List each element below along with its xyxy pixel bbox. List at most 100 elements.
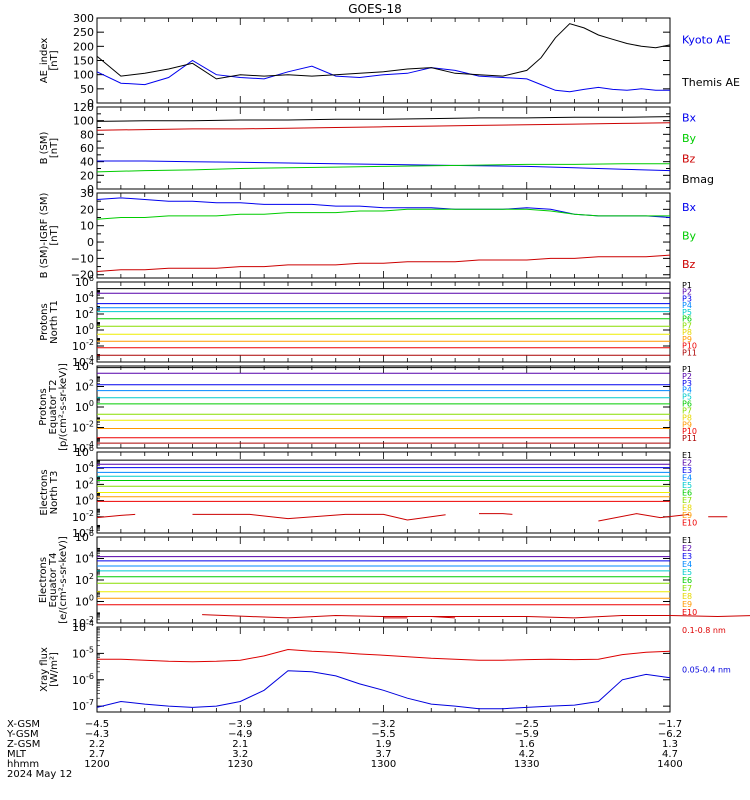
y-axis-label: [nT]	[49, 225, 60, 245]
series-line-by	[96, 208, 670, 220]
legend-entry: P4	[682, 386, 692, 395]
y-tick-label: 20	[80, 203, 94, 216]
y-tick-label: 104	[75, 290, 94, 305]
legend-entry: E4	[682, 474, 692, 483]
legend-entry: E10	[682, 519, 697, 528]
ephemeris-value: 1330	[514, 759, 539, 770]
series-line-0-1-0-8-nm	[97, 648, 671, 663]
legend-entry: P6	[682, 400, 692, 409]
ephemeris-value: 1.6	[519, 739, 535, 750]
legend-entry: P4	[682, 301, 692, 310]
y-axis-label: Electrons	[38, 557, 49, 603]
ephemeris-value: −5.5	[371, 729, 395, 740]
y-tick-label: 150	[73, 55, 94, 68]
legend-entry: P1	[682, 281, 692, 290]
y-tick-label: 104	[75, 460, 94, 475]
y-axis-label: [e/(cm²-s-sr-keV)]	[58, 536, 69, 624]
y-tick-label: 10-2	[72, 338, 94, 353]
series-line-by	[96, 163, 670, 173]
ephemeris-value: 2.2	[89, 739, 105, 750]
legend-entry: P7	[682, 406, 692, 415]
ephemeris-value: 1400	[657, 759, 682, 770]
legend-entry: Bz	[682, 152, 696, 165]
legend-entry: P1	[682, 365, 692, 374]
y-tick-label: 100	[73, 69, 94, 82]
legend-entry: P11	[682, 348, 697, 357]
series-line-0-05-0-4-nm	[96, 670, 671, 710]
series-segment-e10	[479, 513, 513, 515]
ephemeris-value: 4.2	[519, 749, 535, 760]
series-segment-e10	[96, 513, 136, 519]
legend-entry: Bmag	[682, 173, 714, 186]
legend-entry: P8	[682, 328, 692, 337]
y-axis-label: [nT]	[49, 138, 60, 158]
panel-frame	[96, 536, 671, 624]
legend-entry: E7	[682, 496, 692, 505]
ephemeris-value: −2.5	[515, 719, 539, 730]
y-axis-label: Xray flux	[39, 647, 50, 692]
ephemeris-label: X-GSM	[7, 719, 40, 730]
y-axis-label: [p/(cm²-s-sr-keV)]	[58, 363, 69, 451]
y-axis-label: North T1	[49, 300, 60, 344]
y-axis-label: [W/m²]	[49, 652, 60, 687]
y-axis-label: Electrons	[39, 469, 50, 515]
y-axis-label: [nT]	[49, 50, 60, 70]
legend-entry: E1	[682, 451, 692, 460]
y-tick-label: 80	[80, 128, 94, 141]
panel-frame	[96, 365, 671, 449]
ephemeris-value: −3.9	[228, 719, 252, 730]
y-tick-label: 102	[75, 476, 94, 491]
legend-entry: Bz	[682, 258, 696, 271]
legend-entry: P3	[682, 379, 692, 388]
y-tick-label: −10	[71, 252, 94, 265]
y-tick-label: 0	[87, 236, 94, 249]
y-tick-label: 104	[75, 358, 94, 373]
plot-title: GOES-18	[348, 2, 402, 16]
y-tick-label: 106	[75, 444, 94, 459]
y-axis-label: North T3	[49, 471, 60, 515]
legend-entry: Themis AE	[681, 76, 740, 89]
legend-entry: E1	[682, 536, 692, 545]
y-axis-label: Equator T2	[48, 380, 59, 435]
series-line-bmag	[96, 116, 671, 122]
ephemeris-label: Z-GSM	[7, 739, 40, 750]
legend-entry: E3	[682, 466, 692, 475]
panel-frame	[96, 281, 671, 363]
y-tick-label: 60	[80, 142, 94, 155]
legend-entry: P8	[682, 413, 692, 422]
y-tick-label: 0	[87, 97, 94, 110]
y-axis-label: B (SM)	[39, 131, 50, 164]
ephemeris-value: −4.3	[85, 729, 109, 740]
y-tick-label: 250	[73, 26, 94, 39]
series-line-bz	[96, 254, 671, 272]
y-tick-label: 0	[87, 183, 94, 196]
legend-entry: P9	[682, 420, 692, 429]
ephemeris-value: −4.5	[85, 719, 109, 730]
ephemeris-label: Y-GSM	[6, 729, 39, 740]
series-line-bz	[96, 122, 671, 131]
panel-b_igrf: −20 −10 0 10 20 30 B (SM)-IGRF (SM) [nT] Bx By Bz	[39, 187, 697, 282]
legend-entry: E4	[682, 560, 692, 569]
y-tick-label: 106	[75, 274, 94, 289]
legend-entry: P9	[682, 335, 692, 344]
y-tick-label: 100	[75, 322, 94, 337]
ephemeris-value: −6.2	[658, 729, 682, 740]
ephemeris-value: −3.2	[371, 719, 395, 730]
ephemeris-value: −1.7	[658, 719, 682, 730]
y-axis-label: Protons	[39, 303, 50, 340]
ephemeris-value: −4.9	[228, 729, 252, 740]
series-segment-e10	[192, 513, 446, 521]
series-line-bx	[97, 160, 671, 172]
y-tick-label: 10-2	[72, 420, 94, 435]
legend-entry: E5	[682, 568, 692, 577]
ephemeris-value: 3.7	[376, 749, 392, 760]
y-tick-label: 10-2	[72, 509, 94, 524]
y-tick-label: 10-6	[72, 672, 94, 687]
panel-frame	[96, 192, 671, 279]
y-tick-label: 100	[75, 594, 94, 609]
